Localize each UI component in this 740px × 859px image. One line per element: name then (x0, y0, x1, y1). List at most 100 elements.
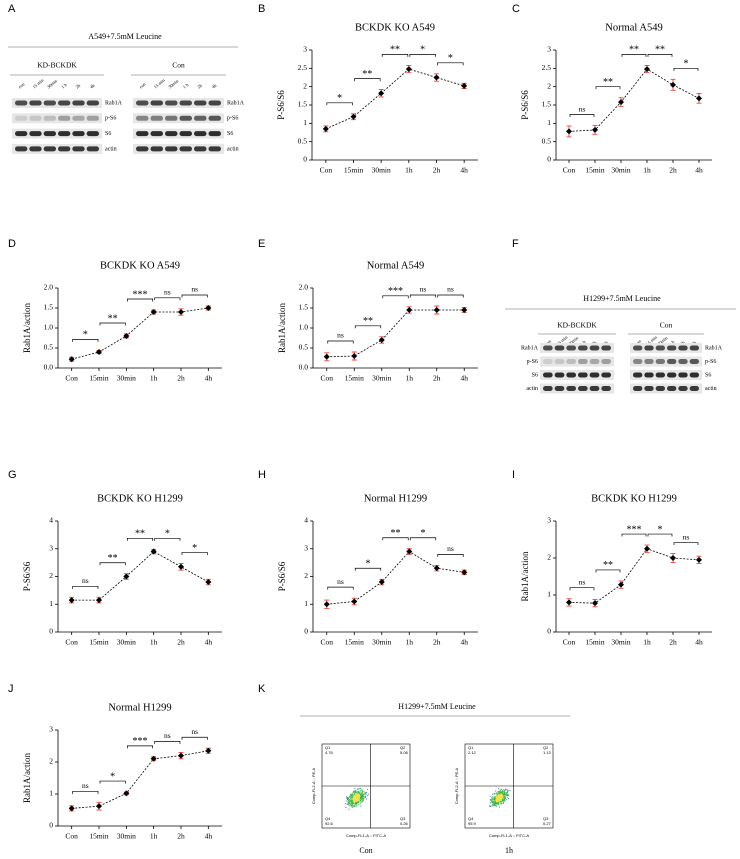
event-dot (497, 796, 499, 798)
row-label: actin (227, 146, 239, 152)
event-dot (350, 799, 352, 801)
quadrant-value: 1.13 (543, 750, 552, 755)
sig-bracket (326, 102, 353, 106)
blot-band (72, 100, 85, 106)
quadrant-name: Q3 (543, 816, 549, 821)
event-dot (353, 795, 355, 797)
event-dot (349, 796, 351, 798)
sig-bracket (354, 567, 382, 571)
sig-label: *** (133, 736, 148, 747)
data-point (670, 81, 676, 88)
event-dot (505, 788, 507, 790)
event-dot (350, 798, 352, 800)
event-dot (346, 797, 348, 799)
data-point (592, 126, 598, 133)
quadrant-value: 4.76 (325, 750, 334, 755)
blot-band (72, 115, 85, 121)
data-point (178, 752, 184, 759)
x-tick-label: 30min (117, 374, 136, 383)
sig-label: ** (390, 45, 400, 56)
event-dot (349, 794, 352, 796)
y-tick-label: 2 (547, 81, 551, 90)
lane-label: 4h (89, 82, 96, 89)
event-dot (502, 803, 504, 805)
y-tick-label: 0.5 (542, 136, 552, 145)
data-point (150, 548, 157, 555)
x-tick-label: 2h (669, 166, 677, 175)
event-dot (507, 790, 509, 792)
sig-bracket (621, 54, 647, 57)
plot-name: 1h (505, 846, 513, 855)
event-dot (503, 800, 505, 802)
event-dot (367, 795, 369, 797)
event-dot (502, 792, 504, 794)
sig-label: * (165, 529, 170, 540)
y-tick-label: 0.5 (299, 343, 309, 352)
blot-band (689, 345, 699, 351)
event-dot (355, 798, 357, 800)
blot-band (589, 386, 600, 391)
event-dot (501, 799, 503, 801)
sig-label: *** (627, 524, 642, 535)
x-tick-label: 15min (345, 374, 364, 383)
y-tick-label: 2.0 (299, 283, 309, 292)
lane-label: 30min (46, 78, 59, 90)
sig-bracket (99, 780, 126, 784)
sig-label: *** (388, 286, 403, 297)
event-dot (499, 801, 501, 803)
data-point (405, 66, 412, 73)
event-dot (498, 795, 500, 797)
sig-label: * (337, 93, 342, 104)
event-dot (358, 794, 360, 797)
lane-label: 2h (196, 82, 203, 89)
y-tick-label: 3 (547, 45, 551, 54)
y-tick-label: 1 (547, 118, 551, 127)
y-tick-label: 2.5 (542, 63, 552, 72)
lane-label: 2h (75, 82, 82, 89)
sig-label: ** (108, 553, 118, 564)
blot-band (589, 372, 600, 378)
x-tick-label: 30min (611, 638, 630, 647)
event-dot (359, 798, 361, 800)
blot-band (15, 131, 28, 137)
event-dot (498, 794, 500, 796)
event-dot (363, 790, 365, 793)
blot-band (543, 359, 553, 364)
data-point (406, 548, 413, 555)
event-dot (349, 793, 352, 795)
y-tick-label: 2 (304, 571, 308, 580)
x-tick-label: 4h (205, 638, 213, 647)
data-point (433, 74, 440, 81)
event-dot (495, 804, 497, 806)
row-label: Rab1A (227, 100, 245, 106)
quadrant-name: Q4 (468, 816, 474, 821)
sig-label: ns (191, 285, 198, 294)
y-tick-label: 2.5 (298, 63, 308, 72)
blot-strip (133, 98, 224, 108)
event-dot (346, 803, 348, 805)
event-dot (360, 805, 362, 807)
sig-bracket (99, 562, 126, 566)
event-dot (492, 796, 494, 798)
x-tick-label: 4h (461, 638, 469, 647)
quadrant-name: Q1 (468, 745, 474, 750)
blot-band (208, 115, 221, 121)
x-tick-label: 4h (695, 638, 703, 647)
x-tick-label: 1h (150, 638, 158, 647)
quadrant-value: 2.12 (468, 750, 477, 755)
event-dot (366, 788, 368, 790)
x-tick-label: 2h (433, 166, 441, 175)
event-dot (360, 797, 362, 799)
event-dot (489, 795, 491, 797)
sig-bracket (647, 54, 673, 57)
y-tick-label: 2 (547, 553, 551, 562)
event-dot (357, 797, 359, 800)
trend-line (71, 551, 209, 601)
event-dot (497, 800, 499, 802)
panel-letter: G (8, 469, 17, 481)
chart-title: Normal A549 (605, 22, 662, 33)
sig-bracket (181, 294, 208, 298)
chart-title: Normal A549 (367, 260, 424, 271)
event-dot (491, 801, 493, 803)
x-tick-label: 2h (177, 374, 185, 383)
